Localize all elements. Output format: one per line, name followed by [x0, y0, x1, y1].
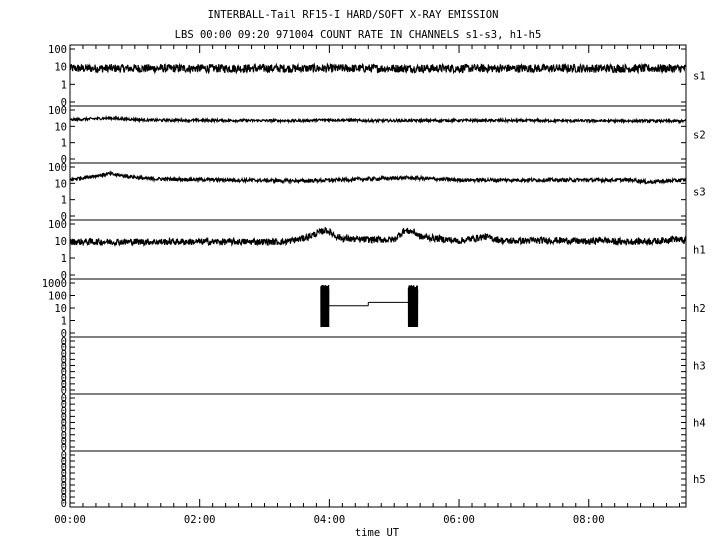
y-tick-label: 0	[61, 328, 67, 340]
y-tick-label: 100	[48, 291, 67, 303]
y-tick-label: 0	[61, 354, 67, 366]
series-s2	[69, 114, 687, 125]
panel-frame	[69, 336, 687, 395]
y-tick-label: 0	[61, 348, 67, 360]
y-tick-label: 0	[61, 411, 67, 423]
panel-frame	[69, 105, 687, 164]
x-tick-label: 06:00	[443, 514, 475, 526]
x-tick-label: 08:00	[573, 514, 605, 526]
x-tick-label: 02:00	[184, 514, 216, 526]
y-tick-label: 100	[48, 44, 67, 56]
y-tick-label: 1	[61, 253, 67, 265]
y-tick-label: 0	[61, 474, 67, 486]
y-tick-label: 10	[54, 236, 67, 248]
y-tick-label: 0	[61, 486, 67, 498]
y-tick-label: 0	[61, 480, 67, 492]
y-tick-label: 100	[48, 219, 67, 231]
y-tick-label: 10	[54, 303, 67, 315]
y-tick-label: 0	[61, 379, 67, 391]
channel-label: s3	[693, 187, 706, 199]
channel-label: h4	[693, 418, 706, 430]
y-tick-label: 0	[61, 442, 67, 454]
y-tick-label: 1000	[42, 278, 67, 290]
x-axis: 00:00 02:00 04:00 06:00 08:00	[54, 45, 681, 526]
series-s1	[69, 62, 687, 75]
y-tick-label: 0	[61, 211, 67, 223]
channel-label: h5	[693, 474, 706, 486]
y-tick-label: 0	[61, 336, 67, 348]
panel-group: s11001010s21001010s31001010h11001010h210…	[42, 44, 706, 510]
channel-label: h1	[693, 245, 706, 257]
y-tick-label: 1	[61, 316, 67, 328]
series-h2-burst	[320, 284, 330, 328]
x-tick-label: 00:00	[54, 514, 86, 526]
y-tick-label: 0	[61, 270, 67, 282]
panel-frame	[69, 450, 687, 508]
x-tick-label: 04:00	[314, 514, 346, 526]
y-tick-label: 100	[48, 162, 67, 174]
y-tick-label: 0	[61, 492, 67, 504]
channel-label: s2	[693, 130, 706, 142]
y-tick-label: 10	[54, 62, 67, 74]
panel-frame	[69, 278, 687, 338]
panel-frame	[69, 219, 687, 280]
y-tick-label: 1	[61, 138, 67, 150]
y-tick-label: 1	[61, 195, 67, 207]
x-axis-label: time UT	[355, 527, 400, 539]
y-tick-label: 0	[61, 462, 67, 474]
panel-frame	[69, 162, 687, 221]
series-s3	[69, 169, 687, 185]
series-h1	[69, 227, 687, 248]
y-tick-label: 0	[61, 97, 67, 109]
y-tick-label: 0	[61, 450, 67, 462]
y-tick-label: 10	[54, 121, 67, 133]
channel-label: s1	[693, 71, 706, 83]
y-tick-label: 0	[61, 342, 67, 354]
y-tick-label: 1	[61, 79, 67, 91]
panel-frame	[69, 44, 687, 107]
y-tick-label: 0	[61, 399, 67, 411]
y-tick-label: 0	[61, 361, 67, 373]
y-tick-label: 0	[61, 468, 67, 480]
y-tick-label: 0	[61, 385, 67, 397]
y-tick-label: 0	[61, 393, 67, 405]
y-tick-label: 0	[61, 498, 67, 510]
y-tick-label: 100	[48, 105, 67, 117]
y-tick-label: 0	[61, 424, 67, 436]
channel-label: h2	[693, 303, 706, 315]
chart-title: INTERBALL-Tail RF15-I HARD/SOFT X-RAY EM…	[208, 9, 499, 21]
channel-label: h3	[693, 361, 706, 373]
y-tick-label: 0	[61, 405, 67, 417]
chart-subtitle: LBS 00:00 09:20 971004 COUNT RATE IN CHA…	[175, 29, 542, 41]
y-tick-label: 0	[61, 418, 67, 430]
series-h2-burst	[407, 285, 419, 328]
y-tick-label: 10	[54, 178, 67, 190]
y-tick-label: 0	[61, 456, 67, 468]
y-tick-label: 0	[61, 430, 67, 442]
panel-frame	[69, 393, 687, 452]
y-tick-label: 0	[61, 367, 67, 379]
y-tick-label: 0	[61, 373, 67, 385]
y-tick-label: 0	[61, 154, 67, 166]
y-tick-label: 0	[61, 436, 67, 448]
